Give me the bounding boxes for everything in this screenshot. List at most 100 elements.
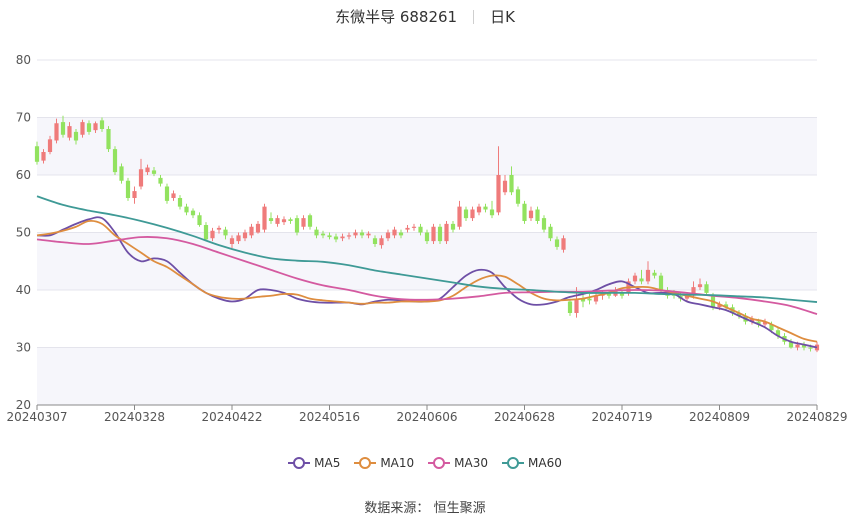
candle-body	[353, 232, 358, 236]
candle-up	[41, 149, 46, 164]
candle-body	[190, 210, 196, 216]
candle-body	[112, 149, 118, 173]
candle-body	[658, 275, 664, 290]
x-axis: 20240307 20240328 20240422 20240516 20240606…	[6, 404, 848, 424]
candle-body	[736, 313, 742, 316]
candle-down	[203, 222, 209, 242]
candle-body	[242, 232, 248, 239]
candle-body	[262, 206, 267, 230]
candle-down	[320, 230, 326, 239]
candle-body	[691, 287, 696, 296]
candle-down	[398, 229, 404, 239]
candle-body	[236, 235, 241, 242]
candle-body	[418, 226, 423, 233]
candle-down	[106, 126, 111, 152]
candle-body	[294, 218, 300, 233]
candle-body	[437, 226, 443, 242]
legend-item-ma30[interactable]: MA30	[428, 456, 488, 470]
candle-down	[619, 290, 625, 299]
candle-body	[509, 175, 514, 193]
candle-body	[99, 120, 105, 129]
candle-body	[80, 122, 85, 135]
candle-down	[554, 236, 560, 250]
candle-body	[86, 123, 92, 132]
candle-body	[171, 193, 176, 198]
candle-down	[34, 141, 40, 165]
x-tick-label: 20240809	[689, 410, 750, 424]
candle-body	[164, 186, 170, 201]
candle-body	[184, 206, 189, 213]
candle-down	[197, 212, 202, 227]
candle-down	[223, 226, 228, 240]
candle-up	[457, 200, 462, 230]
candle-body	[281, 219, 287, 223]
candle-body	[301, 218, 306, 227]
candle-up	[80, 119, 85, 138]
candle-body	[372, 238, 378, 244]
legend-ring	[433, 457, 446, 469]
candle-body	[307, 215, 313, 227]
candle-body	[717, 304, 722, 308]
candle-body	[119, 166, 124, 181]
candle-body	[145, 167, 150, 173]
candle-down	[359, 229, 365, 239]
candle-body	[652, 272, 657, 276]
candle-up	[496, 146, 501, 216]
legend-item-ma10[interactable]: MA10	[354, 456, 414, 470]
candle-down	[652, 269, 657, 279]
candle-down	[184, 203, 189, 216]
candle-body	[158, 177, 163, 184]
legend-item-ma5[interactable]: MA5	[288, 456, 340, 470]
candle-body	[405, 227, 410, 230]
candle-body	[515, 189, 521, 204]
candle-up	[593, 292, 599, 305]
candle-down	[268, 212, 274, 224]
candle-body	[528, 210, 534, 219]
y-axis: 20 30 40 50 60 70 80	[16, 53, 31, 412]
data-source: 数据来源： 恒生聚源	[0, 497, 850, 516]
candle-body	[288, 219, 293, 221]
candle-body	[619, 292, 625, 296]
candle-down	[580, 292, 586, 308]
candle-up	[229, 235, 235, 249]
candle-up	[379, 235, 384, 249]
header-divider	[473, 10, 475, 24]
candle-body	[73, 131, 79, 141]
candle-body	[749, 318, 755, 322]
legend-marker-icon	[288, 457, 311, 469]
candle-body	[808, 347, 813, 349]
candle-body	[268, 218, 274, 221]
x-tick-label: 20240328	[104, 410, 165, 424]
candle-down	[190, 208, 196, 219]
candle-down	[99, 117, 105, 132]
candle-body	[645, 269, 651, 282]
candle-down	[424, 229, 430, 244]
candle-down	[60, 115, 66, 138]
candle-body	[587, 298, 592, 301]
y-tick-label: 80	[16, 53, 31, 67]
candle-down	[73, 129, 79, 145]
candle-down	[314, 226, 319, 239]
y-tick-label: 30	[16, 341, 31, 355]
candle-up	[275, 215, 280, 227]
candle-body	[132, 191, 137, 198]
candle-down	[548, 223, 553, 242]
candle-body	[340, 236, 345, 239]
candle-body	[762, 321, 768, 325]
candle-body	[327, 235, 332, 238]
y-tick-label: 40	[16, 283, 31, 297]
ma-line-ma30	[36, 236, 818, 316]
legend-label: MA30	[454, 456, 489, 470]
legend-label: MA60	[528, 456, 562, 470]
legend-item-ma60[interactable]: MA60	[502, 456, 562, 470]
candle-down	[372, 235, 378, 247]
candle-up	[697, 278, 703, 290]
candle-body	[580, 298, 586, 302]
candle-body	[411, 226, 417, 228]
candle-down	[307, 213, 313, 230]
candle-down	[119, 163, 124, 184]
candle-body	[489, 209, 495, 216]
candle-up	[216, 225, 222, 234]
x-tick-label: 20240422	[201, 410, 262, 424]
candle-up	[281, 216, 287, 226]
